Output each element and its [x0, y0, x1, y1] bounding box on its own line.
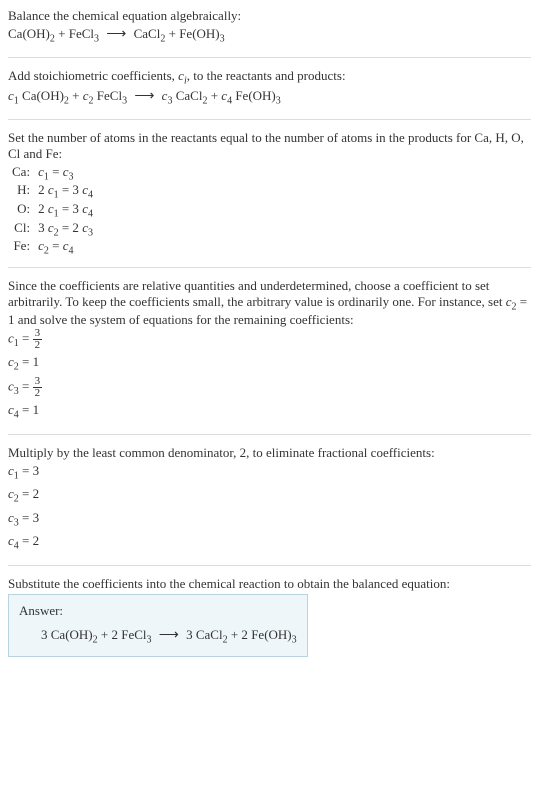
atom-balance-instruction: Set the number of atoms in the reactants…: [8, 130, 531, 162]
element-eq: c2 = c4: [34, 238, 97, 257]
step-set-arbitrary: Since the coefficients are relative quan…: [8, 278, 531, 424]
element-eq: 2 c1 = 3 c4: [34, 182, 97, 201]
multiply-instruction: Multiply by the least common denominator…: [8, 445, 531, 461]
coef-c1: c1 = 32: [8, 328, 531, 352]
table-row: Cl: 3 c2 = 2 c3: [8, 220, 97, 239]
fraction: 32: [33, 376, 43, 399]
species-cacl2: CaCl2: [134, 26, 166, 41]
divider: [8, 57, 531, 58]
coef-c4: c4 = 1: [8, 400, 531, 424]
species-fecl3: FeCl3: [69, 26, 99, 41]
reaction-arrow: ⟶: [155, 628, 183, 643]
coef-c1: c1 = 3: [8, 461, 531, 485]
species-caoh2: Ca(OH)2: [8, 26, 55, 41]
table-row: H: 2 c1 = 3 c4: [8, 182, 97, 201]
answer-label: Answer:: [19, 603, 297, 619]
step-multiply-lcd: Multiply by the least common denominator…: [8, 445, 531, 555]
table-row: Ca: c1 = c3: [8, 164, 97, 183]
element-eq: 2 c1 = 3 c4: [34, 201, 97, 220]
element-eq: c1 = c3: [34, 164, 97, 183]
element-label: H:: [8, 182, 34, 201]
coef-equation: c1 Ca(OH)2 + c2 FeCl3 ⟶ c3 CaCl2 + c4 Fe…: [8, 86, 531, 109]
fraction: 32: [33, 328, 43, 351]
reaction-arrow: ⟶: [102, 27, 130, 42]
coef-c2: c2 = 1: [8, 352, 531, 376]
divider: [8, 565, 531, 566]
element-eq: 3 c2 = 2 c3: [34, 220, 97, 239]
answer-box: Answer: 3 Ca(OH)2 + 2 FeCl3 ⟶ 3 CaCl2 + …: [8, 594, 308, 657]
step-substitute: Substitute the coefficients into the che…: [8, 576, 531, 657]
step-add-coefficients: Add stoichiometric coefficients, ci, to …: [8, 68, 531, 109]
balance-instruction: Balance the chemical equation algebraica…: [8, 8, 531, 24]
element-label: Fe:: [8, 238, 34, 257]
unbalanced-equation: Ca(OH)2 + FeCl3 ⟶ CaCl2 + Fe(OH)3: [8, 24, 531, 47]
divider: [8, 267, 531, 268]
table-row: Fe: c2 = c4: [8, 238, 97, 257]
table-row: O: 2 c1 = 3 c4: [8, 201, 97, 220]
element-label: O:: [8, 201, 34, 220]
set-arbitrary-instruction: Since the coefficients are relative quan…: [8, 278, 531, 329]
substitute-instruction: Substitute the coefficients into the che…: [8, 576, 531, 592]
coef-c3: c3 = 3: [8, 508, 531, 532]
element-label: Cl:: [8, 220, 34, 239]
divider: [8, 119, 531, 120]
coef-c4: c4 = 2: [8, 531, 531, 555]
add-coef-instruction: Add stoichiometric coefficients, ci, to …: [8, 68, 531, 87]
coef-c3: c3 = 32: [8, 376, 531, 400]
element-label: Ca:: [8, 164, 34, 183]
step-balance-title: Balance the chemical equation algebraica…: [8, 8, 531, 47]
species-feoh3: Fe(OH)3: [179, 26, 224, 41]
coef-c2: c2 = 2: [8, 484, 531, 508]
divider: [8, 434, 531, 435]
balanced-equation: 3 Ca(OH)2 + 2 FeCl3 ⟶ 3 CaCl2 + 2 Fe(OH)…: [19, 625, 297, 648]
step-atom-balance: Set the number of atoms in the reactants…: [8, 130, 531, 257]
atom-balance-table: Ca: c1 = c3 H: 2 c1 = 3 c4 O: 2 c1 = 3 c…: [8, 164, 97, 257]
